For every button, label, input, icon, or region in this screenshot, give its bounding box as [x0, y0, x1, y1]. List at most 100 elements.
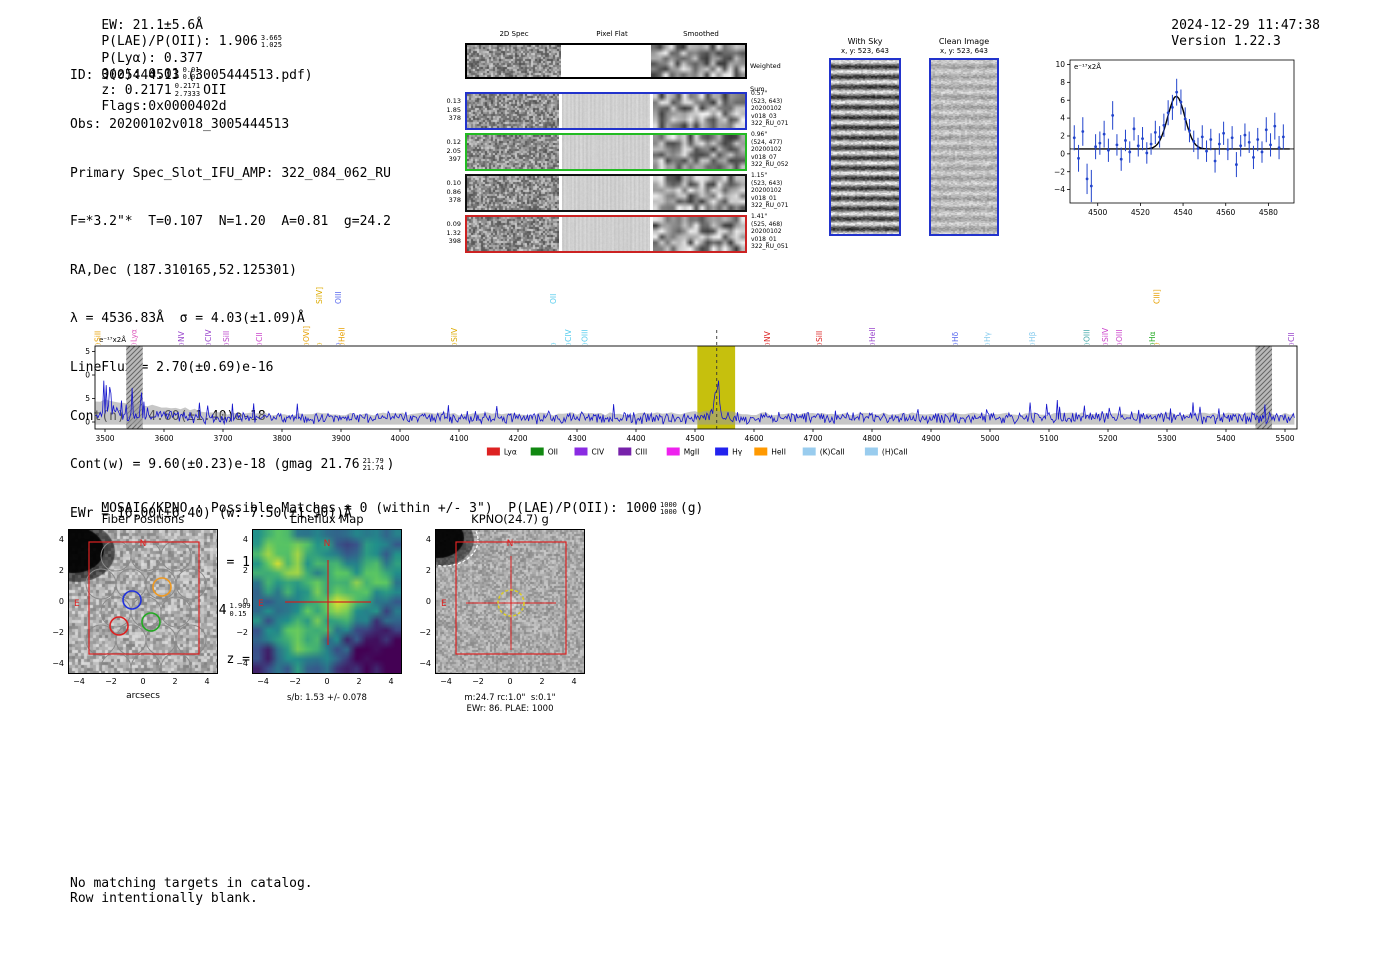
x-tick-label: −2 [289, 677, 301, 686]
svg-text:4800: 4800 [862, 434, 881, 443]
emission-line-label: CII [1287, 332, 1296, 342]
y-tick-label: −2 [52, 627, 64, 637]
data-point [1196, 147, 1200, 150]
lineflux-canvas [253, 530, 401, 673]
spec2d-row [465, 92, 747, 130]
spec2d-row [465, 133, 747, 171]
footer-blank-row: Row intentionally blank. [70, 891, 258, 906]
x-tick-label: 0 [507, 677, 513, 686]
emission-line-label: OIII [334, 291, 343, 304]
svg-text:−2: −2 [1054, 167, 1065, 176]
legend-swatch [715, 447, 729, 456]
svg-text:4100: 4100 [449, 434, 468, 443]
line-fit-chart: −4 −2 0 2 4 6 8 10 4500 4520 4540 4560 4580 e⁻¹⁷x2Å [1054, 59, 1295, 217]
emission-line-label: CII [255, 332, 264, 342]
info-obs: Obs: 20200102v018_3005444513 [70, 117, 290, 133]
emission-line-label: CIV [204, 329, 213, 342]
data-point [1094, 145, 1097, 149]
weighted-sum-label: Weighted Sum [750, 62, 781, 93]
data-point [1111, 114, 1115, 117]
x-tick-label: 4 [204, 677, 210, 686]
emission-line-label: SiII [815, 331, 824, 342]
data-point [1192, 139, 1196, 143]
pixel-flat-image [562, 135, 650, 169]
data-point [1119, 157, 1123, 161]
col-title-2dspec: 2D Spec [499, 30, 529, 38]
svg-text:}: } [452, 342, 458, 346]
svg-text:4500: 4500 [1088, 208, 1107, 217]
y-tick-label: −4 [52, 658, 64, 668]
x-tick-label: 4 [571, 677, 577, 686]
data-point [1213, 159, 1217, 163]
data-point [1226, 147, 1230, 151]
col-title-smoothed: Smoothed [683, 30, 719, 38]
svg-text:4540: 4540 [1174, 208, 1193, 217]
smoothed-image [653, 176, 745, 210]
clean-image-xy: x, y: 523, 643 [940, 47, 988, 55]
data-point [1281, 135, 1285, 139]
legend-label: CIII [635, 448, 647, 457]
data-point [1145, 151, 1149, 155]
x-tick-label: 2 [356, 677, 362, 686]
data-point [1200, 135, 1204, 139]
kpno-caption-2: EWr: 86. PLAE: 1000 [466, 704, 554, 714]
data-point [1239, 144, 1243, 148]
legend-label: (H)CaII [882, 448, 908, 457]
legend-label: OII [548, 448, 558, 457]
clean-image [929, 58, 999, 236]
svg-text:−4: −4 [1054, 185, 1065, 194]
flux-units-annotation: e⁻¹⁷x2Å [99, 335, 126, 344]
svg-text:}: } [1150, 342, 1156, 346]
row-left-metrics: 0.12 2.05 397 [446, 138, 461, 163]
2d-spec-image [467, 176, 559, 210]
plot-box [94, 345, 1298, 430]
plot-box [1069, 59, 1295, 204]
svg-text:8: 8 [1060, 78, 1065, 87]
data-point [1235, 163, 1238, 166]
emission-line-label: SiIV [450, 327, 459, 342]
data-point [1252, 156, 1255, 159]
header-plae: P(LAE)/P(OII): 1.906 3.665 1.025 [101, 33, 282, 50]
emission-line-label: HeII [868, 327, 877, 342]
2d-spec-image [467, 217, 559, 251]
svg-text:5200: 5200 [1098, 434, 1117, 443]
row-annotation: 1.41" (525, 468) 20200102 v018_01 322_RU… [751, 213, 789, 251]
data-point [1209, 138, 1213, 141]
legend-swatch [486, 447, 500, 456]
footer-no-match: No matching targets in catalog. [70, 876, 313, 891]
data-point [1205, 149, 1208, 153]
info-lambda: λ = 4536.83Å σ = 4.03(±1.09)Å [70, 311, 305, 327]
uncertainty-stack: 3.665 1.025 [260, 33, 282, 49]
emission-line-label: Hγ [983, 331, 992, 342]
svg-text:4400: 4400 [626, 434, 645, 443]
uncertainty-stack: 21.79 21.74 [362, 456, 384, 472]
data-point [1149, 142, 1153, 146]
legend-swatch [802, 447, 816, 456]
legend-swatch [666, 447, 680, 456]
smoothed-image [653, 217, 745, 251]
svg-text:}: } [257, 342, 263, 346]
legend-label: (K)CaII [820, 448, 845, 457]
emission-line-label: CIV [564, 329, 573, 342]
data-point [1230, 136, 1234, 140]
data-point [1085, 177, 1089, 181]
svg-text:}: } [1117, 342, 1123, 346]
info-id: ID: 3005444513 (3005444513.pdf) [70, 68, 313, 84]
svg-text:4600: 4600 [744, 434, 763, 443]
svg-text:}: } [317, 342, 323, 346]
svg-text:5100: 5100 [1039, 434, 1058, 443]
legend-label: Lyα [504, 448, 517, 457]
masked-band [1255, 346, 1273, 429]
data-point [1175, 90, 1179, 94]
data-point [1115, 143, 1119, 147]
report-datetime: 2024-12-29 11:47:38 [1171, 18, 1320, 34]
emission-line-label: OVI] [302, 326, 311, 342]
full-spectrum-chart: 0 5 10 15 3500 3600 3700 3800 3900 4000 4100 4200 43… [85, 287, 1298, 457]
header-z: z: 0.2171 0.2171 2.7333 OII [101, 82, 227, 99]
data-point [1269, 143, 1272, 147]
with-sky-xy: x, y: 523, 643 [841, 47, 889, 55]
data-point [1141, 137, 1144, 141]
svg-text:}: } [953, 342, 959, 346]
with-sky-canvas [831, 60, 899, 234]
svg-text:}: } [224, 342, 230, 346]
